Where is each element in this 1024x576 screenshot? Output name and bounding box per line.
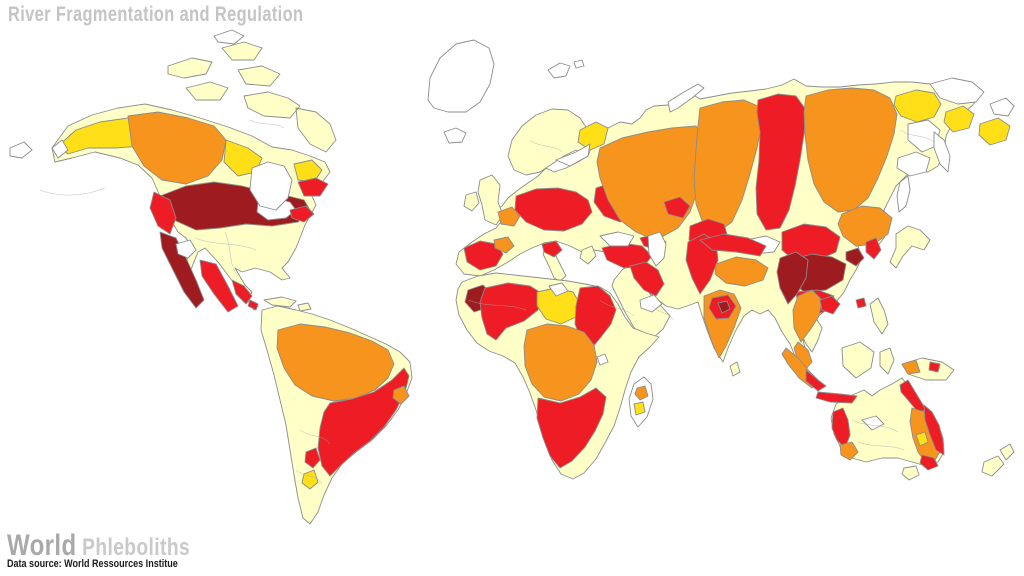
landmass-britain-ireland [463, 174, 504, 226]
basin-zambezi-orange-river [536, 387, 607, 469]
basin-amazon [276, 323, 395, 402]
landmass-arctic-islands [167, 41, 337, 153]
basin-china-coast [845, 247, 865, 267]
landmass-greece [579, 245, 597, 265]
basin-rio-grande [199, 259, 239, 313]
basin-iberia [463, 240, 504, 271]
area-arabia-patch [639, 294, 663, 313]
basin-niger [479, 282, 544, 341]
basin-parana [317, 367, 410, 477]
basin-rhine-danube [514, 187, 593, 232]
basin-columbia [149, 191, 177, 235]
basin-ganges [714, 256, 769, 287]
landmass-tasmania [901, 465, 920, 481]
landmass-new-zealand [981, 443, 1015, 477]
area-australia-patch [861, 415, 885, 431]
sub-basin-line [467, 299, 675, 321]
sea-caspian [647, 231, 667, 267]
basin-east-coast-australia [923, 404, 945, 456]
landmass-greenland [427, 39, 495, 113]
area-great-basin [175, 239, 197, 259]
basin-new-guinea-west [901, 359, 921, 375]
brand: World Phleboliths [7, 529, 190, 563]
basin-new-guinea-spot [928, 361, 941, 373]
data-source: Data source: World Ressources Institue [7, 558, 178, 570]
landmass-novaya-zemlya [667, 83, 705, 113]
basin-tigris-euphrates [629, 261, 665, 297]
basin-kolyma [893, 89, 942, 123]
landmass-chukotka [929, 77, 1015, 117]
basin-sao-francisco [392, 385, 410, 405]
landmass-borneo [841, 341, 875, 379]
brand-secondary: Phleboliths [82, 534, 191, 561]
basin-ebro [493, 236, 515, 254]
landmass-japan [889, 225, 931, 269]
sea-hudson-bay [249, 161, 293, 211]
sea-baltic [555, 143, 591, 167]
basin-sutlej [699, 233, 767, 257]
island-java [815, 391, 858, 404]
basin-salween [776, 251, 809, 305]
basin-lena [803, 87, 898, 213]
landmass-kamchatka [933, 131, 951, 173]
island-sumatra-south [805, 369, 827, 392]
basin-darling-spot [915, 431, 929, 447]
basin-ohio [289, 205, 315, 223]
landmass-bering-islands [9, 29, 245, 159]
landmass-caribbean [263, 296, 312, 312]
lake-victoria [596, 353, 609, 366]
basin-loire-seine [497, 206, 521, 227]
basin-chile [304, 447, 321, 469]
landmass-sulawesi [879, 347, 895, 375]
basin-ural-river [663, 196, 691, 219]
basin-godavari [717, 300, 731, 314]
basin-taiwan [855, 297, 867, 309]
sub-basin-line [851, 419, 905, 451]
basin-amur [837, 205, 893, 247]
page-title: River Fragmentation and Regulation [8, 3, 304, 26]
basin-mackenzie [127, 111, 227, 185]
basin-indus [685, 233, 719, 295]
basin-madagascar-north [634, 385, 649, 401]
brand-primary: World [7, 529, 77, 562]
basin-hudson-east [293, 159, 323, 183]
basin-red-river [819, 295, 841, 315]
basin-st-lawrence [297, 177, 329, 197]
basin-madagascar-south [633, 401, 646, 416]
sub-basin-line [39, 187, 257, 277]
basin-yenisei [755, 93, 807, 231]
basin-mexico-south [231, 279, 253, 305]
basin-northeast-siberia [943, 105, 1011, 146]
basin-central-america [247, 299, 259, 311]
basin-west-australia [831, 407, 851, 449]
sub-basin-line [249, 119, 935, 153]
basin-southwest-australia [839, 441, 859, 461]
area-sahara-patch [548, 282, 569, 297]
landmass-svalbard [547, 59, 585, 79]
sub-basin-line [295, 429, 331, 485]
landmass-sakhalin [896, 175, 911, 213]
landmass-sri-lanka [729, 361, 741, 377]
landmass-iceland [443, 127, 467, 144]
basin-korea [865, 237, 882, 260]
map-layer [9, 29, 1015, 525]
basin-ob [693, 99, 763, 233]
basin-congo [523, 323, 598, 402]
basin-southeast-australia [919, 454, 939, 471]
sea-black [599, 231, 635, 247]
sub-basin-lines [39, 119, 935, 485]
basin-nw-russia [577, 121, 609, 151]
basin-po [541, 240, 563, 258]
landmass-philippines [869, 297, 889, 335]
basin-mekong [792, 289, 823, 343]
